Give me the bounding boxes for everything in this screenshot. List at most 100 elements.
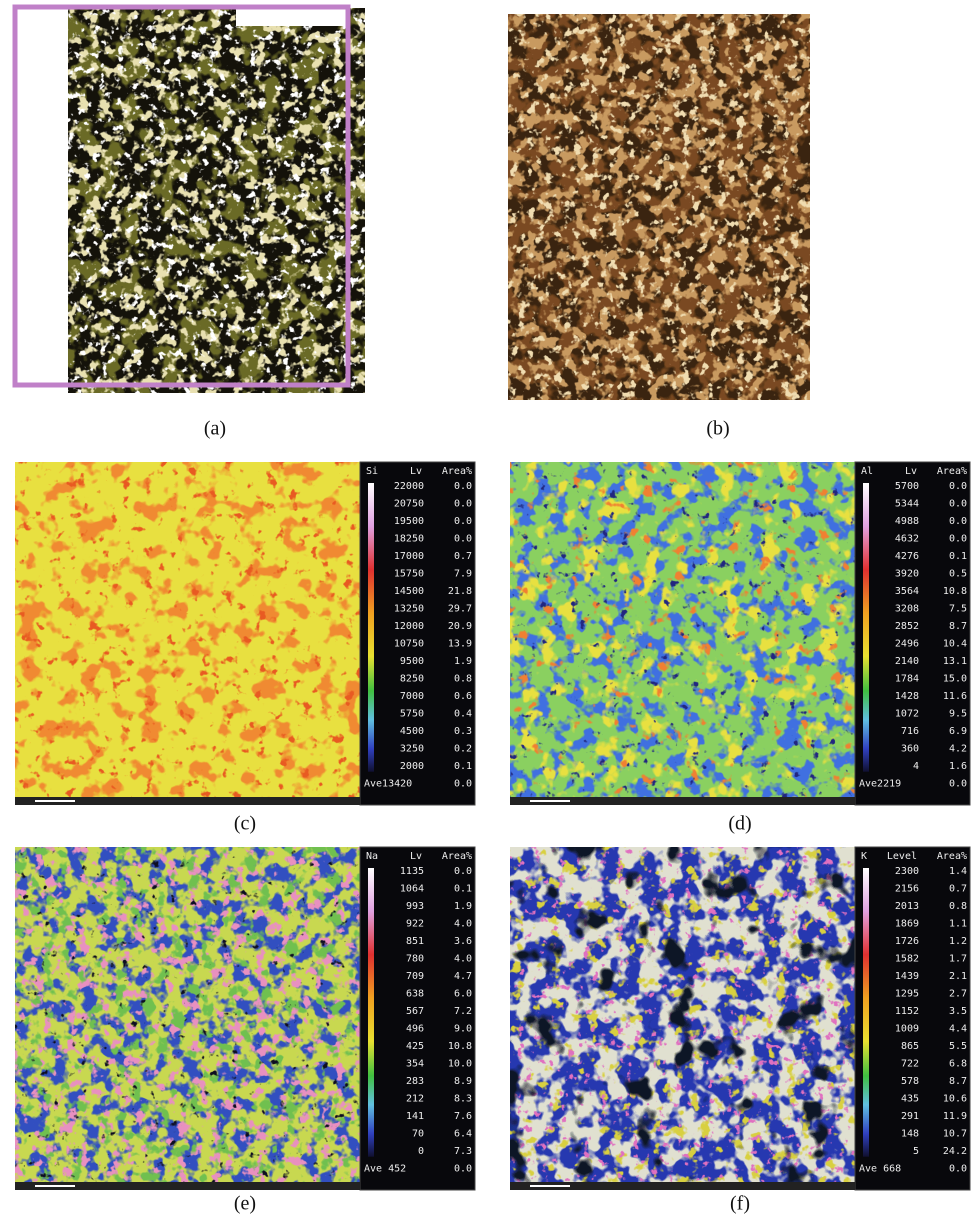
legend-element: Na [366, 851, 378, 862]
legend-level: 354 [406, 1059, 424, 1070]
legend-area: 13.9 [448, 639, 472, 650]
panel-caption: (b) [706, 418, 729, 440]
legend-area: 4.4 [949, 1024, 967, 1035]
legend-area: 9.0 [454, 1024, 472, 1035]
panel-caption: (c) [234, 813, 256, 835]
legend-area: 0.0 [949, 516, 967, 527]
legend-area: 6.4 [454, 1129, 472, 1140]
color-bar [863, 483, 869, 772]
legend-level: 1009 [895, 1024, 919, 1035]
legend-element: Al [861, 466, 873, 477]
legend-area: 0.0 [949, 499, 967, 510]
legend-box [359, 461, 476, 806]
legend-level: 5700 [895, 481, 919, 492]
legend-level: 2156 [895, 884, 919, 895]
legend-area-header: Area% [937, 466, 967, 477]
legend-area: 10.7 [943, 1129, 967, 1140]
legend-area: 2.7 [949, 989, 967, 1000]
legend-level: 851 [406, 936, 424, 947]
legend-level: 2852 [895, 621, 919, 632]
legend-level: 70 [412, 1129, 424, 1140]
legend-area: 0.4 [454, 709, 472, 720]
legend-area: 4.2 [949, 744, 967, 755]
legend-area: 4.7 [454, 971, 472, 982]
legend-level: 2300 [895, 866, 919, 877]
legend-level: 1439 [895, 971, 919, 982]
legend-average: Ave2219 [859, 779, 901, 790]
legend-level: 12000 [394, 621, 424, 632]
legend-area: 15.0 [943, 674, 967, 685]
legend-level: 5 [913, 1146, 919, 1157]
legend-box [854, 461, 971, 806]
legend-level: 3208 [895, 604, 919, 615]
legend-level: 425 [406, 1041, 424, 1052]
legend-area: 6.8 [949, 1059, 967, 1070]
legend-area: 0.1 [949, 551, 967, 562]
legend-level: 19500 [394, 516, 424, 527]
legend-area: 9.5 [949, 709, 967, 720]
legend-area: 5.5 [949, 1041, 967, 1052]
legend-area: 10.4 [943, 639, 967, 650]
panel-caption: (d) [728, 813, 751, 835]
legend-level: 9500 [400, 656, 424, 667]
legend-area: 0.5 [949, 569, 967, 580]
legend-level: 360 [901, 744, 919, 755]
legend-area: 20.9 [448, 621, 472, 632]
legend-average-area: 0.0 [454, 779, 472, 790]
legend-level: 716 [901, 726, 919, 737]
legend-area: 1.2 [949, 936, 967, 947]
legend-area: 1.6 [949, 761, 967, 772]
legend-level: 4632 [895, 534, 919, 545]
legend-average: Ave13420 [364, 779, 412, 790]
legend-level: 20750 [394, 499, 424, 510]
legend-area: 0.7 [454, 551, 472, 562]
legend-area: 6.9 [949, 726, 967, 737]
legend-level: 10750 [394, 639, 424, 650]
legend-level: 212 [406, 1094, 424, 1105]
legend-level: 1784 [895, 674, 919, 685]
legend-level: 148 [901, 1129, 919, 1140]
legend-area: 0.1 [454, 884, 472, 895]
scale-bar-strip [510, 1182, 855, 1190]
legend-area: 0.2 [454, 744, 472, 755]
legend-area: 0.0 [454, 534, 472, 545]
legend-level: 141 [406, 1111, 424, 1122]
legend-area: 1.4 [949, 866, 967, 877]
legend-area: 21.8 [448, 586, 472, 597]
legend-level: 780 [406, 954, 424, 965]
legend-area: 8.7 [949, 1076, 967, 1087]
scale-bar-strip [15, 797, 360, 805]
legend-level: 3920 [895, 569, 919, 580]
legend-area: 1.9 [454, 656, 472, 667]
legend-level: 4 [913, 761, 919, 772]
legend-level: 17000 [394, 551, 424, 562]
legend-area-header: Area% [937, 851, 967, 862]
legend-level: 1428 [895, 691, 919, 702]
legend-level-header: Lv [410, 466, 422, 477]
legend-area: 7.5 [949, 604, 967, 615]
legend-level: 291 [901, 1111, 919, 1122]
legend-area: 0.8 [949, 901, 967, 912]
legend-level: 638 [406, 989, 424, 1000]
legend-area: 29.7 [448, 604, 472, 615]
legend-area: 0.3 [454, 726, 472, 737]
legend-box [854, 846, 971, 1191]
legend-area: 8.9 [454, 1076, 472, 1087]
legend-level-header: Level [887, 851, 917, 862]
legend-average-area: 0.0 [949, 779, 967, 790]
legend-area-header: Area% [442, 851, 472, 862]
legend-average-area: 0.0 [949, 1164, 967, 1175]
legend-area: 7.2 [454, 1006, 472, 1017]
legend-area: 11.6 [943, 691, 967, 702]
legend-level: 1726 [895, 936, 919, 947]
legend-area: 11.9 [943, 1111, 967, 1122]
legend-area: 7.3 [454, 1146, 472, 1157]
legend-average: Ave 668 [859, 1164, 901, 1175]
legend-level: 578 [901, 1076, 919, 1087]
legend-level: 922 [406, 919, 424, 930]
legend-area-header: Area% [442, 466, 472, 477]
legend-level: 2496 [895, 639, 919, 650]
panel-caption: (a) [204, 418, 226, 440]
legend-level-header: Lv [905, 466, 917, 477]
